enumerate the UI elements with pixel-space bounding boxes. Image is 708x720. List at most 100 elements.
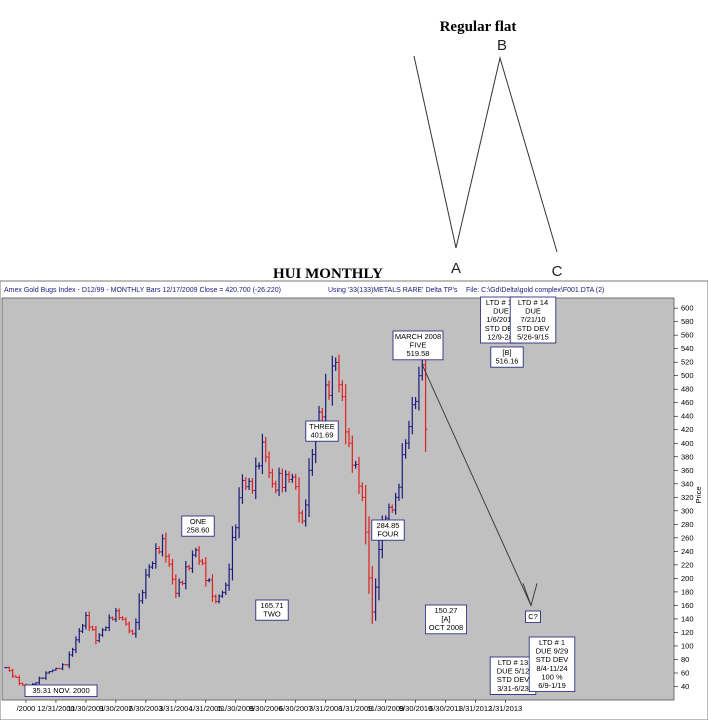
label-text: STD DEV [517, 324, 550, 333]
price-bar [104, 626, 108, 632]
price-bar [214, 594, 218, 604]
price-bar [54, 667, 58, 671]
price-bar [397, 483, 401, 501]
price-bar [264, 436, 268, 463]
price-bar [407, 420, 411, 450]
label-box: 150.27[A]OCT 2008 [424, 604, 467, 635]
price-bar [297, 477, 301, 523]
y-tick-label: 400 [681, 439, 694, 448]
price-bar [330, 355, 334, 406]
price-bar [34, 682, 38, 685]
label-text: STD DEV [485, 324, 518, 333]
label-box-frame [371, 519, 405, 541]
y-tick-label: 300 [681, 506, 694, 515]
label-text: THREE [309, 422, 334, 431]
price-bar [350, 435, 354, 473]
price-bar [270, 468, 274, 488]
label-text: 1/6/2010 [486, 315, 515, 324]
label-text: 35.31 NOV. 2000 [32, 686, 89, 695]
price-bar [394, 492, 398, 515]
x-tick-label: 9/30/2002 [99, 704, 132, 713]
label-text: 8/4-11/24 [536, 664, 567, 673]
label-text: LTD # 1 [539, 638, 565, 647]
price-bar [57, 667, 61, 670]
price-bar [107, 614, 111, 632]
x-tick-label: 6/30/2007 [279, 704, 312, 713]
price-bar [413, 397, 418, 410]
price-bar [377, 536, 381, 601]
price-bar [87, 611, 91, 632]
y-tick-label: 500 [681, 371, 694, 380]
label-box-frame [305, 420, 339, 442]
label-text: 12/9-2/3 [487, 332, 515, 341]
y-tick-label: 220 [681, 560, 694, 569]
y-tick-label: 360 [681, 466, 694, 475]
y-tick-label: 420 [681, 425, 694, 434]
header-middle: Using '33(133)METALS RARE' Delta TP's [328, 287, 458, 294]
price-bar [197, 546, 201, 565]
price-bar [260, 433, 265, 475]
diagram-title: Regular flat [440, 19, 517, 35]
y-tick-label: 440 [681, 412, 694, 421]
label-text: C? [528, 612, 538, 621]
label-text: OCT 2008 [429, 623, 463, 632]
price-bar [417, 366, 421, 411]
label-text: DUE [493, 307, 509, 316]
price-bar [117, 608, 121, 620]
x-tick-label: 12/31/2000 [37, 704, 75, 713]
price-bar [100, 628, 105, 637]
price-bar [390, 504, 394, 513]
x-axis: /2000 12/31/200011/30/20019/30/20026/30/2… [17, 700, 522, 713]
label-text: [A] [441, 615, 450, 624]
plot-area [1, 297, 675, 701]
price-bar [64, 663, 68, 666]
price-bar [177, 578, 181, 598]
label-text: 5/26-9/15 [517, 332, 549, 341]
label-text: [B] [502, 348, 511, 357]
price-bar [290, 473, 294, 483]
y-tick-label: 580 [681, 317, 694, 326]
price-bar [367, 516, 371, 594]
label-box-frame [392, 330, 444, 361]
price-bar [124, 617, 128, 626]
price-bar [247, 478, 251, 491]
price-bar [204, 557, 208, 587]
price-bar [47, 671, 51, 674]
projection-line [421, 364, 532, 606]
label-text: STD DEV [536, 655, 569, 664]
price-bar [67, 651, 71, 669]
y-tick-label: 200 [681, 574, 694, 583]
label-box-frame [528, 636, 576, 692]
price-bar [164, 532, 168, 563]
price-bar [250, 478, 255, 494]
price-bar [307, 458, 311, 518]
price-bar [217, 594, 221, 604]
y-tick-label: 240 [681, 547, 694, 556]
price-bar [354, 460, 358, 469]
x-tick-label: 11/30/2001 [67, 704, 104, 713]
label-box: 35.31 NOV. 2000 [24, 684, 98, 698]
price-bar [400, 443, 404, 499]
price-bar [167, 553, 171, 567]
x-tick-label: 3/31/2012 [459, 704, 492, 713]
price-bar [4, 666, 8, 669]
y-tick-label: 320 [681, 493, 694, 502]
price-bar [284, 470, 288, 492]
price-bar [337, 354, 341, 393]
price-bar [374, 578, 378, 621]
x-tick-label: 1/31/2013 [489, 704, 522, 713]
y-tick-label: 460 [681, 398, 694, 407]
price-bar [11, 668, 15, 678]
price-bar [423, 342, 428, 452]
y-tick-label: 180 [681, 587, 694, 596]
price-bar [300, 510, 304, 524]
price-bar [274, 480, 278, 494]
price-bar [334, 357, 338, 371]
price-bar [17, 675, 21, 686]
price-bar [387, 503, 391, 522]
label-text: MARCH 2008 [395, 332, 441, 341]
